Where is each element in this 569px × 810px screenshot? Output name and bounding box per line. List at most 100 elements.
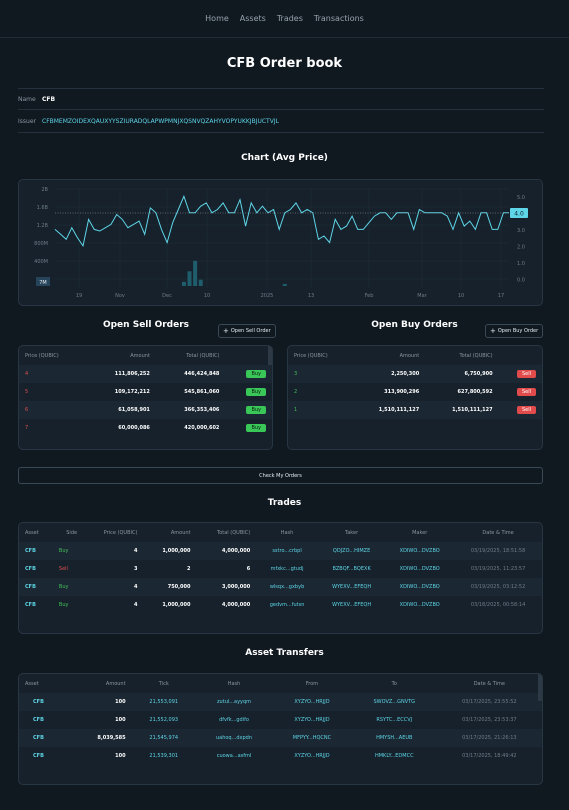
sell-button[interactable]: Sell (516, 388, 536, 396)
left-axis-tick: 2B (41, 187, 48, 193)
buy-button[interactable]: Buy (246, 424, 266, 432)
trade-taker[interactable]: BZBQF...BQEXK (332, 566, 371, 572)
trade-date: 03/18/2025, 00:58:14 (470, 602, 526, 608)
trade-hash[interactable]: sstro...crbpl (256, 542, 318, 560)
nav-home[interactable]: Home (205, 14, 229, 23)
price-chart[interactable]: 2B1.6B1.2B800M400M0 5.04.03.02.01.00.0 1… (18, 179, 543, 306)
x-axis-tick: 10 (204, 293, 210, 299)
transfer-to[interactable]: SWOVZ...GNVTG (351, 693, 437, 711)
order-price: 7 (25, 425, 29, 431)
check-my-orders-button[interactable]: Check My Orders (18, 467, 543, 484)
trades-col: Asset (25, 529, 39, 536)
nav-transactions[interactable]: Transactions (313, 14, 364, 23)
order-action-cell: Buy (225, 383, 272, 401)
issuer-label: Issuer (18, 118, 36, 125)
right-axis-tick: 2.0 (517, 245, 525, 251)
buy-button[interactable]: Buy (246, 370, 266, 378)
transfer-tick[interactable]: 21,545,974 (131, 729, 196, 747)
sell-button[interactable]: Sell (516, 406, 536, 414)
trade-row: CFB Buy 4 1,000,000 4,000,000 gedvm...futsn WY… (19, 596, 542, 614)
trade-price: 4 (133, 602, 138, 608)
x-axis-tick: Nov (115, 293, 125, 299)
left-axis-tick: 400M (34, 259, 48, 265)
trade-maker[interactable]: XDIWO...DVZBO (399, 566, 440, 572)
trade-row: CFB Buy 4 1,000,000 4,000,000 sstro...crbpl QD… (19, 542, 542, 560)
order-total: 6,750,900 (425, 365, 499, 383)
buy-button[interactable]: Buy (246, 388, 266, 396)
order-total: 545,861,060 (184, 389, 220, 395)
trade-asset[interactable]: CFB (25, 602, 36, 608)
transfer-to[interactable]: HMYSH...AEUB (351, 729, 437, 747)
trade-maker[interactable]: XDIWO...DVZBO (385, 542, 455, 560)
order-row: 5 109,172,212 545,861,060 Buy (19, 383, 272, 401)
order-total: 627,800,592 (457, 389, 493, 395)
col-price: Price (QUBIC) (294, 352, 328, 359)
trade-row: CFB Buy 4 750,000 3,000,000 wlsqx...gxbyb WYEX… (19, 578, 542, 596)
name-label: Name (18, 95, 36, 103)
open-sell-order-button[interactable]: + Open Sell Order (218, 324, 276, 338)
transfer-from[interactable]: MFPYY...HQCNC (272, 729, 352, 747)
trade-maker[interactable]: XDIWO...DVZBO (385, 578, 455, 596)
transfer-amount: 8,039,585 (67, 729, 132, 747)
sell-orders-title: Open Sell Orders (102, 320, 190, 330)
open-buy-order-label: Open Buy Order (497, 328, 539, 334)
trade-taker[interactable]: WYEXV...EFEQH (332, 602, 372, 608)
trade-hash[interactable]: wlsqx...gxbyb (256, 578, 318, 596)
order-amount: 313,900,296 (384, 389, 420, 395)
order-action-cell: Sell (498, 401, 542, 419)
order-row: 7 60,000,086 420,000,602 Buy (19, 419, 272, 437)
x-axis-tick: 19 (76, 293, 82, 299)
open-buy-order-button[interactable]: + Open Buy Order (485, 324, 544, 338)
order-row: 2 313,900,296 627,800,592 Sell (288, 383, 542, 401)
order-action-cell: Buy (225, 419, 272, 437)
transfer-asset[interactable]: CFB (33, 753, 44, 759)
col-action (225, 346, 272, 365)
transfer-to[interactable]: HMKLY...EDMCC (374, 753, 414, 759)
transfer-hash[interactable]: dfvfk...gdifo (219, 717, 249, 723)
price-line (54, 194, 509, 248)
sell-button[interactable]: Sell (516, 370, 536, 378)
trade-total: 6 (246, 566, 251, 572)
transfer-tick[interactable]: 21,552,093 (149, 717, 179, 723)
transfer-tick[interactable]: 21,539,301 (149, 753, 179, 759)
transfer-from[interactable]: XYZYO...HRJJD (294, 753, 330, 759)
buy-button[interactable]: Buy (246, 406, 266, 414)
order-row: 6 61,058,901 366,353,406 Buy (19, 401, 272, 419)
trade-asset[interactable]: CFB (19, 578, 53, 596)
transfer-asset[interactable]: CFB (19, 693, 68, 711)
order-action-cell: Buy (225, 365, 272, 383)
transfer-row: CFB 100 21,539,301 cuowa...asfml XYZYO...HRJ… (19, 747, 542, 765)
trade-maker[interactable]: XDIWO...DVZBO (399, 602, 440, 608)
x-axis-tick: 13 (308, 293, 314, 299)
col-amount: Amount (399, 352, 420, 359)
transfer-asset[interactable]: CFB (33, 717, 44, 723)
trade-hash[interactable]: mfxkc...gtudj (270, 566, 304, 572)
transfer-tick[interactable]: 21,553,091 (131, 693, 196, 711)
trade-asset[interactable]: CFB (19, 542, 53, 560)
nav-assets[interactable]: Assets (239, 14, 266, 23)
transfer-date: 03/17/2025, 18:49:42 (462, 753, 517, 759)
col-price: Price (QUBIC) (25, 352, 59, 359)
scrollbar[interactable] (268, 346, 272, 365)
trades-col: Side (66, 529, 78, 536)
transfer-from[interactable]: XYZYO...HRJJD (272, 693, 352, 711)
nav-trades[interactable]: Trades (276, 14, 303, 23)
trade-taker[interactable]: QDJZO...HIMZE (317, 542, 386, 560)
trade-taker[interactable]: WYEXV...EFEQH (317, 578, 386, 596)
top-nav: Home Assets Trades Transactions (0, 0, 569, 38)
trades-title: Trades (267, 498, 302, 508)
transfer-hash[interactable]: zutul...ayyqm (195, 693, 273, 711)
trade-asset[interactable]: CFB (25, 566, 36, 572)
issuer-value[interactable]: CFBMEMZOIDEXQAUXYYSZIURADQLAPWPMNJXQSNVQ… (42, 118, 279, 125)
right-axis-tick: 3.0 (517, 228, 525, 234)
plus-icon: + (223, 327, 229, 335)
transfer-to[interactable]: RSYTC...ECCVJ (376, 717, 413, 723)
trade-hash[interactable]: gedvm...futsn (269, 602, 305, 608)
transfer-hash[interactable]: cuowa...asfml (216, 753, 252, 759)
transfer-asset[interactable]: CFB (19, 729, 68, 747)
transfer-from[interactable]: XYZYO...HRJJD (294, 717, 330, 723)
transfer-hash[interactable]: uahoq...dxpdn (195, 729, 273, 747)
scrollbar[interactable] (538, 674, 542, 701)
transfer-row: CFB 8,039,585 21,545,974 uahoq...dxpdn MFPYY… (19, 729, 542, 747)
trade-date: 03/19/2025, 11:23:57 (470, 566, 526, 572)
